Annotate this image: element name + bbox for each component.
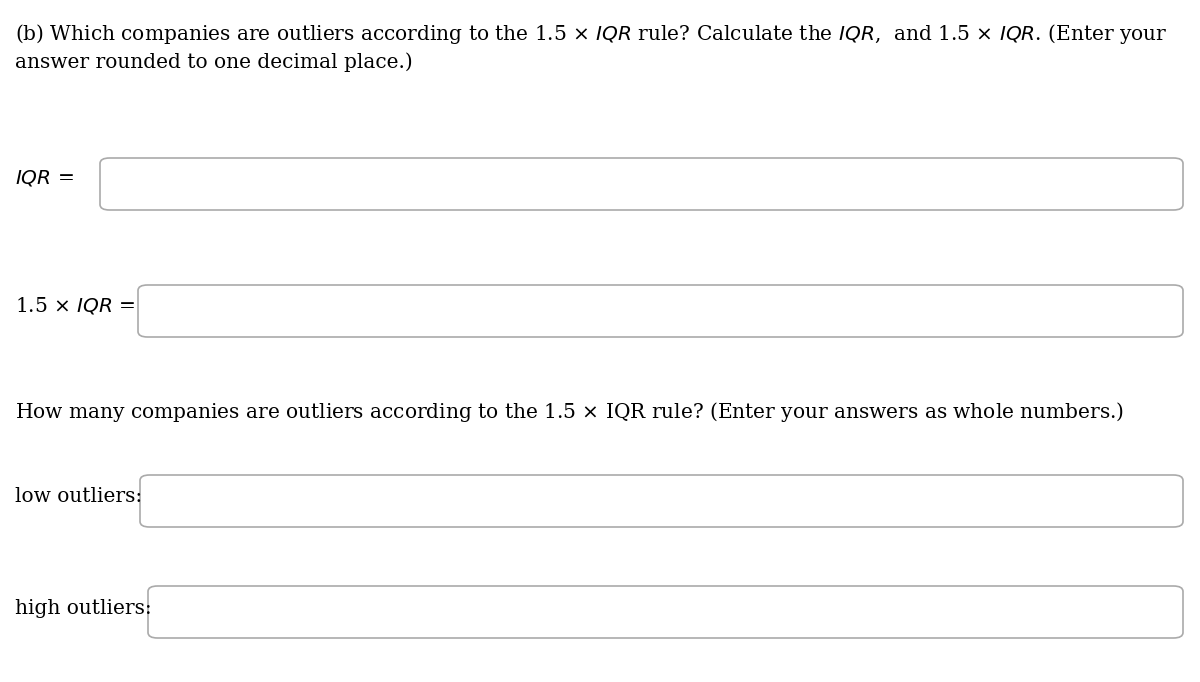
- Text: low outliers:: low outliers:: [14, 488, 143, 507]
- Text: answer rounded to one decimal place.): answer rounded to one decimal place.): [14, 52, 413, 72]
- Text: How many companies are outliers according to the 1.5 $\times$ IQR rule? (Enter y: How many companies are outliers accordin…: [14, 400, 1124, 424]
- Text: high outliers:: high outliers:: [14, 599, 151, 617]
- Text: $\mathit{IQR}$ =: $\mathit{IQR}$ =: [14, 168, 74, 188]
- Text: 1.5 $\times$ $\mathit{IQR}$ =: 1.5 $\times$ $\mathit{IQR}$ =: [14, 295, 136, 316]
- Text: (b) Which companies are outliers according to the 1.5 $\times$ $\mathit{IQR}$ ru: (b) Which companies are outliers accordi…: [14, 22, 1168, 46]
